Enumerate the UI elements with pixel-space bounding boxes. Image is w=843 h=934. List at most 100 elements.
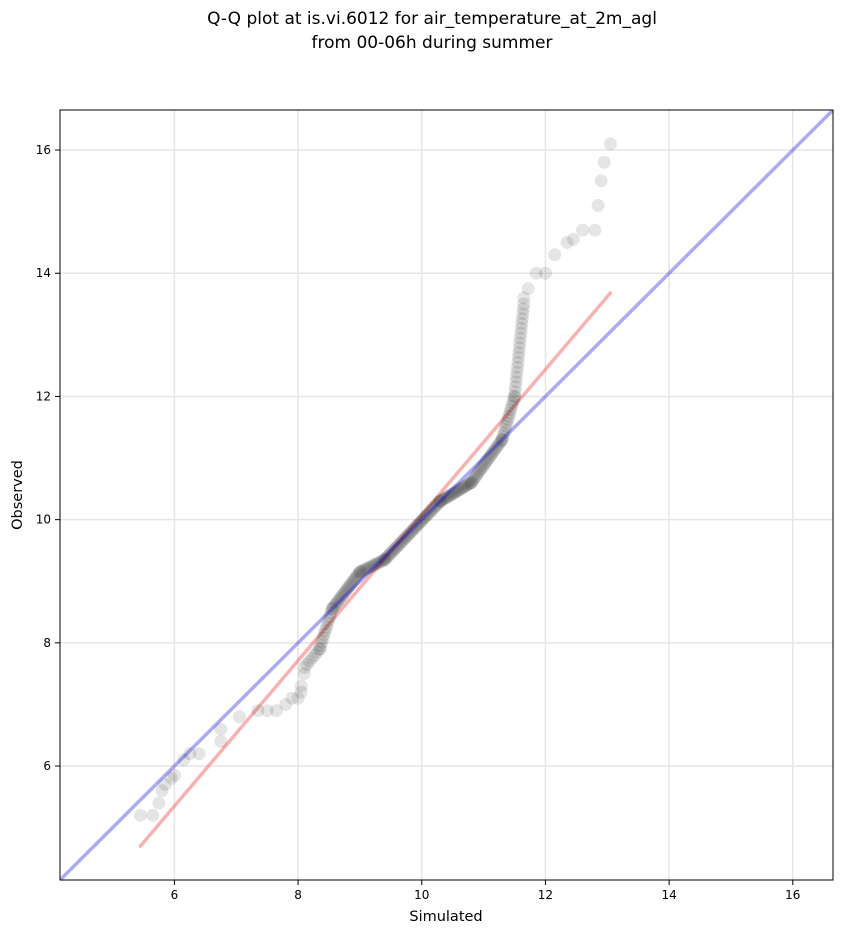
- x-tick-label: 14: [661, 888, 676, 902]
- data-point: [484, 448, 498, 462]
- data-point: [423, 505, 437, 519]
- data-point: [521, 282, 535, 296]
- data-point: [316, 631, 330, 645]
- data-point: [479, 455, 493, 469]
- data-point: [468, 470, 482, 484]
- data-point: [369, 557, 383, 571]
- data-point: [340, 583, 354, 597]
- data-point: [386, 544, 400, 558]
- chart-title-line-1: Q-Q plot at is.vi.6012 for air_temperatu…: [207, 9, 657, 29]
- data-point: [389, 541, 403, 555]
- data-point: [513, 331, 527, 345]
- data-point: [476, 459, 490, 473]
- data-point: [490, 440, 504, 454]
- data-point: [538, 266, 552, 280]
- x-axis-label: Simulated: [409, 909, 482, 925]
- data-point: [529, 266, 543, 280]
- data-point: [344, 577, 358, 591]
- data-point: [321, 617, 335, 631]
- data-point: [515, 316, 529, 330]
- data-point: [594, 174, 608, 188]
- data-point: [360, 561, 374, 575]
- x-tick-label: 12: [538, 888, 553, 902]
- data-point: [467, 472, 481, 486]
- data-point: [503, 406, 517, 420]
- data-point: [444, 488, 458, 502]
- data-point: [378, 553, 392, 567]
- data-point: [512, 341, 526, 355]
- y-tick-label: 12: [36, 389, 51, 403]
- plot-frame: [59, 109, 834, 881]
- data-point: [510, 360, 524, 374]
- data-point: [463, 477, 477, 491]
- data-point: [471, 466, 485, 480]
- data-point: [297, 660, 311, 674]
- data-point: [480, 453, 494, 467]
- data-point: [376, 554, 390, 568]
- data-point: [405, 524, 419, 538]
- data-point: [313, 642, 327, 656]
- data-point: [388, 542, 402, 556]
- data-point: [308, 648, 322, 662]
- data-point: [146, 808, 160, 822]
- data-point: [353, 565, 367, 579]
- data-point: [334, 590, 348, 604]
- data-point: [408, 521, 422, 535]
- data-point: [495, 433, 509, 447]
- data-point: [338, 584, 352, 598]
- data-point: [454, 482, 468, 496]
- data-point: [425, 503, 439, 517]
- data-point: [470, 468, 484, 482]
- data-point: [393, 536, 407, 550]
- data-point: [508, 385, 522, 399]
- data-point: [300, 657, 314, 671]
- data-point: [548, 248, 562, 262]
- data-point: [346, 574, 360, 588]
- data-point: [341, 581, 355, 595]
- data-point: [505, 399, 519, 413]
- data-point: [458, 479, 472, 493]
- data-point: [398, 532, 412, 546]
- data-point: [603, 137, 617, 151]
- data-point: [509, 370, 523, 384]
- data-point: [507, 393, 521, 407]
- data-point: [433, 494, 447, 508]
- data-point: [494, 434, 508, 448]
- data-point: [495, 433, 509, 447]
- data-point: [499, 419, 513, 433]
- data-point: [409, 520, 423, 534]
- data-point: [512, 346, 526, 360]
- data-point: [576, 223, 590, 237]
- data-point: [329, 597, 343, 611]
- data-point: [342, 579, 356, 593]
- x-tick-label: 16: [785, 888, 800, 902]
- data-point: [488, 442, 502, 456]
- data-point: [294, 685, 308, 699]
- data-point: [419, 509, 433, 523]
- data-point: [515, 312, 529, 326]
- data-point: [566, 232, 580, 246]
- data-point: [353, 565, 367, 579]
- y-tick-label: 6: [43, 759, 51, 773]
- y-tick-label: 8: [43, 636, 51, 650]
- data-point: [322, 613, 336, 627]
- data-point: [383, 547, 397, 561]
- data-point: [297, 667, 311, 681]
- y-tick-label: 10: [36, 513, 51, 527]
- data-point: [426, 502, 440, 516]
- data-point: [483, 449, 497, 463]
- data-point: [291, 691, 305, 705]
- data-point: [319, 620, 333, 634]
- data-point: [155, 784, 169, 798]
- data-point: [439, 491, 453, 505]
- data-point: [450, 484, 464, 498]
- data-point: [332, 593, 346, 607]
- data-point: [435, 493, 449, 507]
- x-axis-ticks: 6 8 10 12 14 16: [171, 880, 800, 902]
- data-point: [381, 550, 395, 564]
- data-point: [436, 492, 450, 506]
- data-point: [365, 559, 379, 573]
- data-point: [333, 591, 347, 605]
- data-point: [330, 595, 344, 609]
- data-point: [506, 396, 520, 410]
